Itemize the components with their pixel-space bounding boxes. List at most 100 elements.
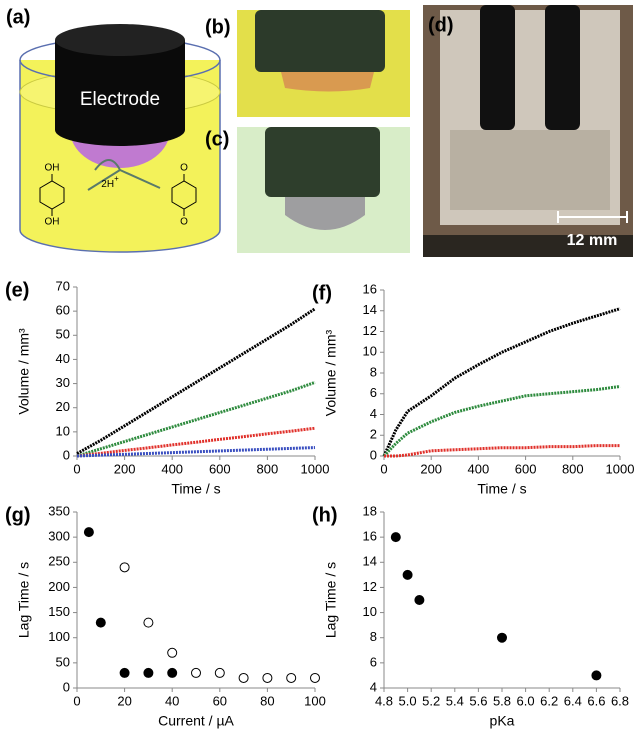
y-tick-label: 0: [63, 447, 70, 462]
liquid: [450, 130, 610, 210]
panel-label: (h): [312, 504, 338, 526]
x-tick-label: 80: [260, 693, 274, 708]
x-tick-label: 6.4: [564, 693, 582, 708]
x-tick-label: 200: [420, 461, 442, 476]
x-tick-label: 5.4: [446, 693, 464, 708]
x-tick-label: 5.6: [469, 693, 487, 708]
y-tick-label: 10: [56, 423, 70, 438]
y-axis-label: Volume / mm³: [323, 329, 339, 416]
electrode-top: [55, 24, 185, 56]
point: [263, 673, 272, 682]
x-tick-label: 200: [114, 461, 136, 476]
x-tick-label: 400: [468, 461, 490, 476]
y-tick-label: 30: [56, 375, 70, 390]
y-tick-label: 14: [363, 554, 377, 569]
y-tick-label: 70: [56, 278, 70, 293]
point: [192, 668, 201, 677]
y-tick-label: 10: [363, 604, 377, 619]
y-axis-label: Lag Time / s: [323, 562, 339, 638]
panel-label: (a): [6, 6, 30, 28]
electrode-c: [265, 127, 380, 197]
x-tick-label: 6.6: [587, 693, 605, 708]
o-bottom: O: [180, 217, 188, 228]
schematic: Electrode 2H+ OH OH O O (a): [6, 6, 220, 252]
x-tick-label: 800: [257, 461, 279, 476]
point: [287, 673, 296, 682]
x-tick-label: 60: [213, 693, 227, 708]
x-tick-label: 6.0: [517, 693, 535, 708]
y-tick-label: 6: [370, 654, 377, 669]
o-top: O: [180, 163, 188, 174]
series-line: [77, 382, 315, 456]
series-line: [384, 446, 620, 456]
point: [84, 528, 93, 537]
electrode-d1: [480, 5, 515, 130]
y-tick-label: 12: [363, 579, 377, 594]
y-tick-label: 300: [48, 529, 70, 544]
point: [403, 570, 412, 579]
electrode-d2: [545, 5, 580, 130]
proton: 2H: [101, 179, 114, 190]
panel-label: (g): [5, 504, 31, 526]
x-tick-label: 5.0: [399, 693, 417, 708]
point: [498, 633, 507, 642]
y-tick-label: 20: [56, 399, 70, 414]
y-tick-label: 40: [56, 351, 70, 366]
x-tick-label: 20: [117, 693, 131, 708]
x-tick-label: 100: [304, 693, 326, 708]
point: [120, 668, 129, 677]
y-tick-label: 0: [63, 679, 70, 694]
y-tick-label: 18: [363, 503, 377, 518]
x-tick-label: 5.2: [422, 693, 440, 708]
point: [215, 668, 224, 677]
point: [144, 668, 153, 677]
series-line: [77, 448, 315, 456]
point: [144, 618, 153, 627]
x-tick-label: 600: [515, 461, 537, 476]
panel-label: (b): [205, 16, 231, 38]
y-tick-label: 14: [363, 302, 377, 317]
x-tick-label: 1000: [606, 461, 635, 476]
figure: Electrode 2H+ OH OH O O (a) (b) (c) 12 m…: [0, 0, 635, 738]
x-tick-label: 0: [380, 461, 387, 476]
y-tick-label: 60: [56, 303, 70, 318]
scale-label: 12 mm: [567, 232, 618, 249]
x-tick-label: 0: [73, 461, 80, 476]
y-tick-label: 200: [48, 579, 70, 594]
y-tick-label: 4: [370, 406, 377, 421]
x-tick-label: 0: [73, 693, 80, 708]
point: [168, 648, 177, 657]
point: [239, 673, 248, 682]
x-tick-label: 600: [209, 461, 231, 476]
electrode-label: Electrode: [80, 89, 160, 110]
y-tick-label: 350: [48, 503, 70, 518]
y-axis-label: Lag Time / s: [16, 562, 32, 638]
series-line: [77, 428, 315, 456]
y-tick-label: 0: [370, 447, 377, 462]
x-tick-label: 6.8: [611, 693, 629, 708]
panel-label: (d): [428, 14, 454, 36]
y-tick-label: 50: [56, 654, 70, 669]
point: [391, 533, 400, 542]
oh-bottom: OH: [45, 217, 60, 228]
y-tick-label: 100: [48, 629, 70, 644]
point: [120, 563, 129, 572]
panel-label: (e): [5, 279, 29, 301]
panel-label: (f): [312, 282, 332, 304]
y-tick-label: 10: [363, 344, 377, 359]
x-tick-label: 40: [165, 693, 179, 708]
y-tick-label: 16: [363, 281, 377, 296]
y-tick-label: 12: [363, 323, 377, 338]
y-tick-label: 250: [48, 554, 70, 569]
x-axis-label: Time / s: [477, 481, 526, 497]
x-axis-label: Current / µA: [158, 713, 234, 729]
point: [311, 673, 320, 682]
series-line: [384, 309, 620, 456]
x-tick-label: 400: [161, 461, 183, 476]
oh-top: OH: [45, 163, 60, 174]
x-axis-label: Time / s: [171, 481, 220, 497]
x-tick-label: 5.8: [493, 693, 511, 708]
y-tick-label: 8: [370, 629, 377, 644]
y-tick-label: 8: [370, 364, 377, 379]
x-tick-label: 1000: [301, 461, 330, 476]
